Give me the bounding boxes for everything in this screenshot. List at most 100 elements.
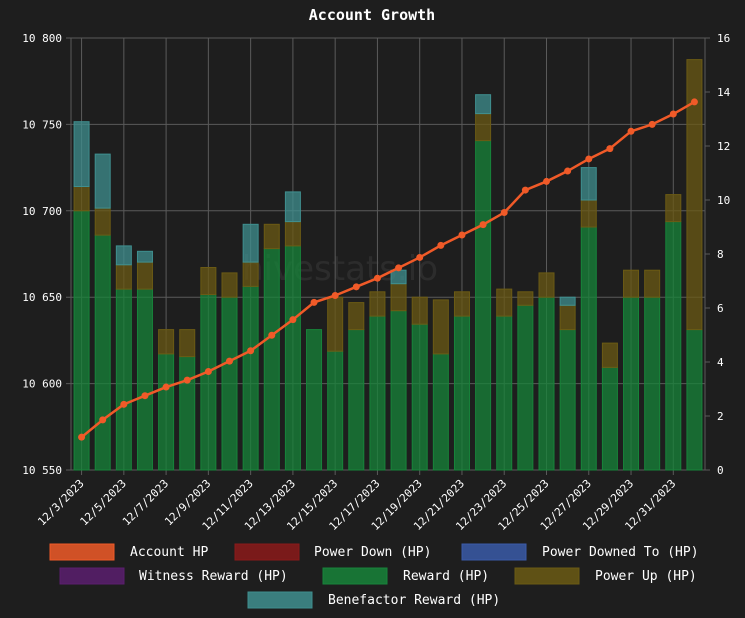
power-up-hp-bar [221, 272, 238, 298]
reward-hp-bar [453, 315, 470, 471]
power-up-hp-bar [517, 291, 534, 306]
y-left-tick-label: 10 550 [22, 464, 62, 477]
account-hp-point [226, 357, 233, 365]
reward-hp-bar [475, 140, 492, 471]
y-right-tick-label: 4 [717, 356, 724, 369]
reward-hp-bar [517, 304, 534, 471]
power-up-hp-bar [559, 304, 576, 331]
account-hp-point [437, 241, 445, 249]
power-up-hp-legend-swatch [514, 567, 580, 585]
reward-hp-bar [432, 353, 449, 471]
legend: Account HP Power Down (HP) Power Downed To… [49, 543, 699, 609]
benefactor-reward-hp-bar [242, 223, 259, 263]
reward-hp-bar [390, 310, 407, 471]
power-up-hp-bar [200, 267, 217, 295]
power-up-hp-bar [263, 223, 280, 250]
reward-hp-bar [221, 296, 238, 471]
account-hp-point [289, 316, 297, 324]
benefactor-reward-hp-bar [580, 167, 597, 201]
reward-hp-bar [496, 315, 513, 471]
power-up-hp-bar [158, 329, 175, 355]
y-left-tick-label: 10 750 [22, 118, 62, 131]
reward-hp-bar [284, 245, 301, 471]
power-up-hp-bar [242, 261, 259, 287]
reward-hp-bar [200, 294, 217, 471]
account-hp-point [78, 433, 86, 441]
account-hp-point [564, 167, 572, 175]
reward-hp-legend-label: Reward (HP) [403, 569, 489, 584]
reward-hp-bar [686, 329, 703, 471]
reward-hp-bar [665, 221, 682, 471]
account-hp-point [627, 127, 635, 135]
account-hp-point [204, 368, 212, 376]
y-right-tick-label: 16 [717, 32, 730, 45]
account-hp-point [500, 209, 508, 217]
y-right-tick-label: 12 [717, 140, 730, 153]
reward-hp-bar [94, 234, 111, 471]
account-hp-point [183, 376, 191, 384]
y-right-tick-label: 14 [717, 86, 731, 99]
power-up-hp-bar [284, 221, 301, 247]
account-hp-point [268, 331, 276, 339]
power-up-hp-bar [73, 186, 90, 212]
bar-series [73, 59, 703, 471]
benefactor-reward-hp-legend-swatch [247, 591, 313, 609]
account-hp-point [310, 298, 318, 306]
account-hp-legend-swatch [49, 543, 115, 561]
reward-hp-legend-swatch [322, 567, 388, 585]
reward-hp-bar [623, 296, 640, 471]
account-hp-point [585, 155, 593, 163]
account-hp-line [80, 100, 696, 439]
y-left-tick-label: 10 650 [22, 291, 62, 304]
reward-hp-bar [179, 356, 196, 471]
reward-hp-bar [73, 210, 90, 471]
power-downed-to-hp-legend-label: Power Downed To (HP) [542, 545, 699, 560]
reward-hp-bar [306, 329, 323, 471]
account-hp-point [141, 392, 149, 400]
power-up-hp-bar [665, 194, 682, 223]
account-hp-point [373, 274, 381, 282]
reward-hp-bar [158, 353, 175, 471]
reward-hp-bar [136, 288, 153, 471]
benefactor-reward-hp-bar [284, 191, 301, 223]
power-up-hp-bar [453, 291, 470, 317]
account-hp-point [690, 98, 698, 106]
benefactor-reward-hp-bar [115, 245, 132, 266]
power-up-hp-bar [432, 299, 449, 355]
power-up-hp-bar [538, 272, 555, 298]
account-hp-point [352, 283, 360, 291]
reward-hp-bar [115, 288, 132, 471]
power-up-hp-bar [94, 207, 111, 236]
power-up-hp-bar [369, 291, 386, 317]
y-right-tick-label: 6 [717, 302, 724, 315]
account-hp-point [606, 145, 614, 153]
account-hp-point [120, 400, 128, 408]
account-hp-point [395, 264, 403, 272]
y-right-tick-label: 2 [717, 410, 724, 423]
power-up-hp-bar [411, 296, 428, 325]
benefactor-reward-hp-bar [475, 94, 492, 115]
benefactor-reward-hp-legend-label: Benefactor Reward (HP) [328, 593, 500, 608]
account-hp-point [521, 186, 529, 194]
y-right-tick-label: 8 [717, 248, 724, 261]
account-hp-point [162, 383, 170, 391]
power-up-hp-bar [475, 113, 492, 142]
power-down-hp-legend-label: Power Down (HP) [314, 545, 431, 560]
power-up-hp-legend-label: Power Up (HP) [595, 569, 697, 584]
account-hp-point [543, 177, 550, 185]
reward-hp-bar [263, 248, 280, 471]
reward-hp-bar [327, 350, 344, 471]
witness-reward-hp-legend-label: Witness Reward (HP) [139, 569, 288, 584]
power-up-hp-bar [179, 329, 196, 358]
reward-hp-bar [644, 296, 661, 471]
y-left-tick-label: 10 700 [22, 205, 62, 218]
y-left-tick-label: 10 800 [22, 32, 62, 45]
benefactor-reward-hp-bar [94, 153, 111, 209]
power-up-hp-bar [580, 199, 597, 228]
account-hp-point [648, 120, 656, 128]
reward-hp-bar [538, 296, 555, 471]
reward-hp-bar [348, 329, 365, 471]
power-up-hp-bar [390, 283, 407, 312]
